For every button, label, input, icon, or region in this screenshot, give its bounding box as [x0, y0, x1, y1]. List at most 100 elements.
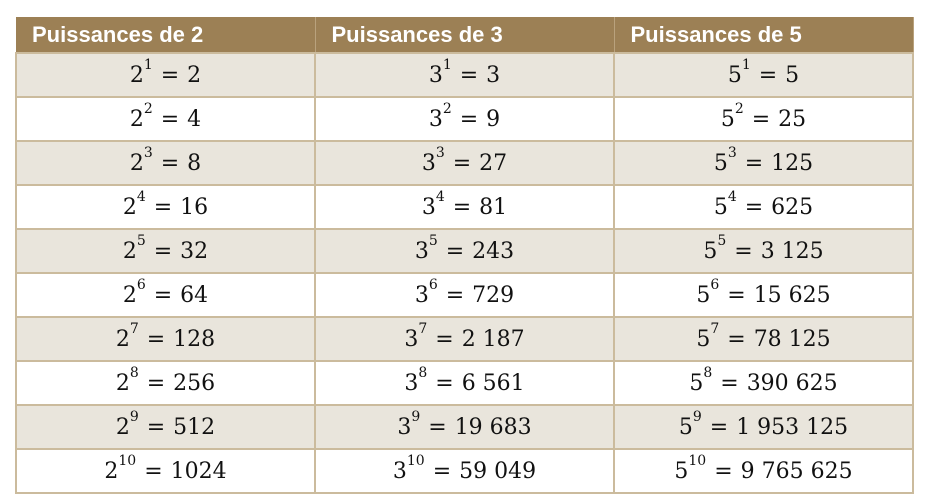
- base: 3: [404, 370, 419, 396]
- exponent: 5: [717, 233, 727, 250]
- equals-sign: =: [160, 106, 180, 132]
- result: 729: [472, 282, 515, 308]
- exponent: 3: [435, 145, 445, 162]
- power-cell: 56 = 15 625: [613, 272, 914, 318]
- result: 16: [180, 194, 209, 220]
- power-cell: 34 = 81: [314, 184, 615, 230]
- result: 128: [173, 326, 216, 352]
- header-row: Puissances de 2 Puissances de 3 Puissanc…: [16, 17, 914, 53]
- base: 5: [696, 326, 711, 352]
- result: 2: [187, 62, 202, 88]
- power-cell: 27 = 128: [15, 316, 316, 362]
- power-cell: 28 = 256: [15, 360, 316, 406]
- equals-sign: =: [144, 458, 163, 484]
- equals-sign: =: [153, 194, 173, 220]
- power-cell: 33 = 27: [314, 140, 615, 186]
- result: 390 625: [746, 370, 838, 396]
- exponent: 3: [143, 145, 153, 162]
- exponent: 10: [688, 453, 707, 470]
- equals-sign: =: [153, 238, 173, 264]
- exponent: 1: [741, 57, 751, 74]
- equals-sign: =: [714, 458, 733, 484]
- equals-sign: =: [435, 370, 454, 396]
- equals-sign: =: [758, 62, 778, 88]
- power-cell: 59 = 1 953 125: [613, 404, 914, 450]
- result: 5: [785, 62, 800, 88]
- result: 256: [173, 370, 216, 396]
- header-powers-of-2: Puissances de 2: [16, 17, 316, 53]
- equals-sign: =: [146, 370, 166, 396]
- base: 5: [720, 106, 735, 132]
- equals-sign: =: [146, 326, 166, 352]
- result: 81: [479, 194, 508, 220]
- equals-sign: =: [734, 238, 753, 264]
- exponent: 6: [136, 277, 146, 294]
- base: 5: [696, 282, 711, 308]
- exponent: 7: [129, 321, 139, 338]
- power-cell: 37 = 2 187: [314, 316, 615, 362]
- exponent: 9: [692, 409, 702, 426]
- base: 2: [129, 62, 144, 88]
- exponent: 10: [406, 453, 425, 470]
- power-cell: 35 = 243: [314, 228, 615, 274]
- equals-sign: =: [727, 326, 746, 352]
- exponent: 2: [734, 101, 744, 118]
- power-cell: 39 = 19 683: [314, 404, 615, 450]
- base: 2: [122, 238, 137, 264]
- result: 15 625: [753, 282, 831, 308]
- base: 3: [421, 150, 436, 176]
- power-cell: 23 = 8: [15, 140, 316, 186]
- equals-sign: =: [445, 282, 465, 308]
- result: 3: [486, 62, 501, 88]
- result: 9 765 625: [740, 458, 853, 484]
- exponent: 6: [428, 277, 438, 294]
- power-cell: 21 = 2: [15, 52, 316, 98]
- power-cell: 26 = 64: [15, 272, 316, 318]
- result: 27: [479, 150, 508, 176]
- exponent: 1: [143, 57, 153, 74]
- result: 78 125: [753, 326, 831, 352]
- result: 125: [771, 150, 814, 176]
- table-row: 27 = 128 37 = 2 187 5 7 = 78 125: [15, 316, 914, 362]
- result: 25: [778, 106, 807, 132]
- table-row: 24 = 16 34 = 81 54 = 625: [15, 184, 914, 230]
- equals-sign: =: [153, 282, 173, 308]
- table-row: 21 = 2 31 = 3 51 = 5: [15, 52, 914, 98]
- base: 5: [713, 150, 728, 176]
- power-cell: 54 = 625: [613, 184, 914, 230]
- exponent: 9: [411, 409, 421, 426]
- exponent: 6: [710, 277, 720, 294]
- base: 2: [129, 150, 144, 176]
- base: 3: [414, 282, 429, 308]
- base: 5: [727, 62, 742, 88]
- result: 1024: [170, 458, 227, 484]
- equals-sign: =: [428, 414, 447, 440]
- exponent: 2: [143, 101, 153, 118]
- base: 2: [115, 326, 130, 352]
- exponent: 8: [418, 365, 428, 382]
- result: 32: [180, 238, 209, 264]
- equals-sign: =: [709, 414, 729, 440]
- equals-sign: =: [727, 282, 746, 308]
- base: 3: [428, 62, 443, 88]
- exponent: 10: [118, 453, 137, 470]
- equals-sign: =: [744, 194, 764, 220]
- equals-sign: =: [744, 150, 764, 176]
- equals-sign: =: [452, 150, 472, 176]
- power-cell: 51 = 5: [613, 52, 914, 98]
- exponent: 9: [129, 409, 139, 426]
- result: 6 561: [461, 370, 525, 396]
- result: 64: [180, 282, 209, 308]
- result: 3 125: [760, 238, 824, 264]
- power-cell: 31 = 3: [314, 52, 615, 98]
- equals-sign: =: [720, 370, 739, 396]
- power-cell: 310 = 59 049: [314, 448, 615, 494]
- power-cell: 210 = 1024: [15, 448, 316, 494]
- base: 3: [404, 326, 419, 352]
- base: 5: [674, 458, 689, 484]
- equals-sign: =: [432, 458, 452, 484]
- header-powers-of-3: Puissances de 3: [315, 17, 615, 53]
- table-row: 26 = 64 36 = 729 56 = 15 625: [15, 272, 914, 318]
- base: 5: [689, 370, 704, 396]
- header-powers-of-5: Puissances de 5: [614, 17, 914, 53]
